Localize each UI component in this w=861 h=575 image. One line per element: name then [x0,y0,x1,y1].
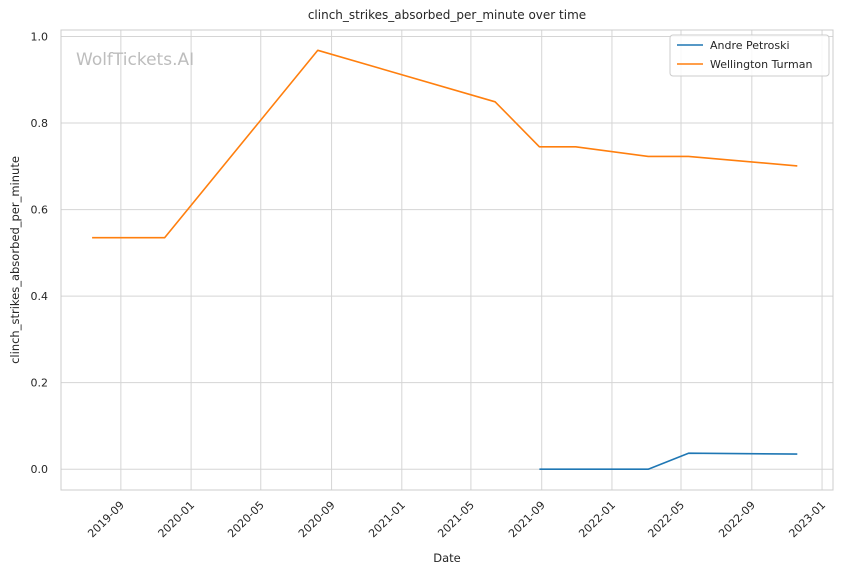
watermark: WolfTickets.AI [76,50,194,70]
y-tick-label: 1.0 [31,30,49,43]
legend-box [669,34,830,77]
y-tick-label: 0.0 [31,463,49,476]
y-tick-labels: 0.0 0.2 0.4 0.6 0.8 1.0 [31,30,49,476]
x-gridlines [120,30,823,490]
y-gridlines [61,35,833,470]
series-line-andre-petroski [539,452,798,471]
series-line-wellington-turman [92,49,798,239]
legend-label-andre-petroski: Andre Petroski [710,39,790,52]
chart-title: clinch_strikes_absorbed_per_minute over … [308,8,586,22]
y-tick-label: 0.6 [31,204,49,217]
x-axis-label: Date [433,551,461,565]
legend: Andre Petroski Wellington Turman [669,34,830,77]
y-tick-label: 0.4 [31,290,49,303]
plot-area-frame [60,29,834,491]
series-lines [92,49,798,471]
y-tick-label: 0.8 [31,117,49,130]
y-axis-label: clinch_strikes_absorbed_per_minute [8,156,22,364]
legend-label-wellington-turman: Wellington Turman [710,58,812,71]
y-tick-label: 0.2 [31,377,49,390]
